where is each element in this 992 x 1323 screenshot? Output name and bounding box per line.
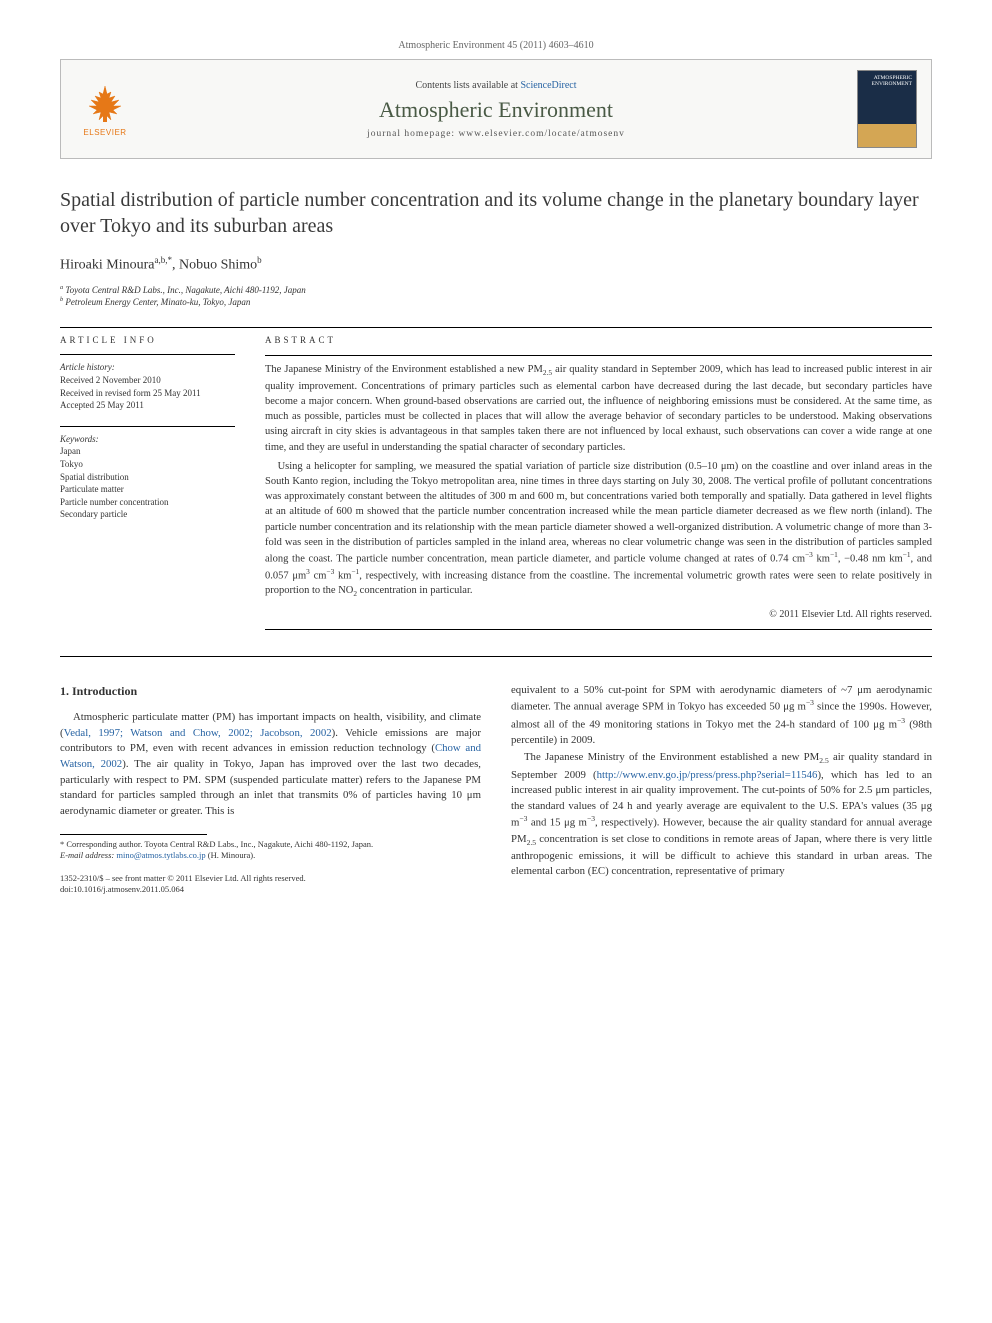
left-column: 1. Introduction Atmospheric particulate … — [60, 683, 481, 895]
homepage-url[interactable]: www.elsevier.com/locate/atmosenv — [458, 129, 624, 139]
contents-line: Contents lists available at ScienceDirec… — [149, 80, 843, 91]
elsevier-tree-icon — [81, 82, 129, 126]
journal-header: ELSEVIER Contents lists available at Sci… — [60, 59, 932, 159]
body-paragraph: The Japanese Ministry of the Environment… — [511, 750, 932, 880]
affiliation: a a Toyota Central R&D Labs., Inc., Naga… — [60, 284, 932, 297]
email-footnote: E-mail address: mino@atmos.tytlabs.co.jp… — [60, 850, 481, 861]
article-info-label: ARTICLE INFO — [60, 334, 235, 347]
affiliations: a a Toyota Central R&D Labs., Inc., Naga… — [60, 284, 932, 309]
publisher-name: ELSEVIER — [83, 128, 126, 137]
keywords: Keywords: Japan Tokyo Spatial distributi… — [60, 433, 235, 521]
body-paragraph: Atmospheric particulate matter (PM) has … — [60, 710, 481, 819]
right-column: equivalent to a 50% cut-point for SPM wi… — [511, 683, 932, 895]
copyright: © 2011 Elsevier Ltd. All rights reserved… — [265, 608, 932, 623]
authors: Hiroaki Minouraa,b,*, Nobuo Shimob — [60, 255, 932, 274]
affiliation: b b Petroleum Energy Center, Minato-ku, … — [60, 296, 932, 309]
section-heading: 1. Introduction — [60, 683, 481, 700]
abstract-paragraph: Using a helicopter for sampling, we meas… — [265, 459, 932, 600]
abstract-label: ABSTRACT — [265, 334, 932, 347]
article-history: Article history: Received 2 November 201… — [60, 361, 235, 411]
homepage-line: journal homepage: www.elsevier.com/locat… — [149, 129, 843, 139]
body-paragraph: equivalent to a 50% cut-point for SPM wi… — [511, 683, 932, 749]
email-link[interactable]: mino@atmos.tytlabs.co.jp — [116, 850, 205, 860]
abstract-paragraph: The Japanese Ministry of the Environment… — [265, 362, 932, 455]
journal-reference: Atmospheric Environment 45 (2011) 4603–4… — [60, 40, 932, 51]
corresponding-author-footnote: * Corresponding author. Toyota Central R… — [60, 839, 481, 850]
article-title: Spatial distribution of particle number … — [60, 187, 932, 239]
journal-cover-thumbnail: ATMOSPHERIC ENVIRONMENT — [857, 70, 917, 148]
elsevier-logo: ELSEVIER — [75, 77, 135, 141]
doi-block: 1352-2310/$ – see front matter © 2011 El… — [60, 873, 481, 895]
sciencedirect-link[interactable]: ScienceDirect — [520, 80, 576, 91]
journal-name: Atmospheric Environment — [149, 97, 843, 123]
